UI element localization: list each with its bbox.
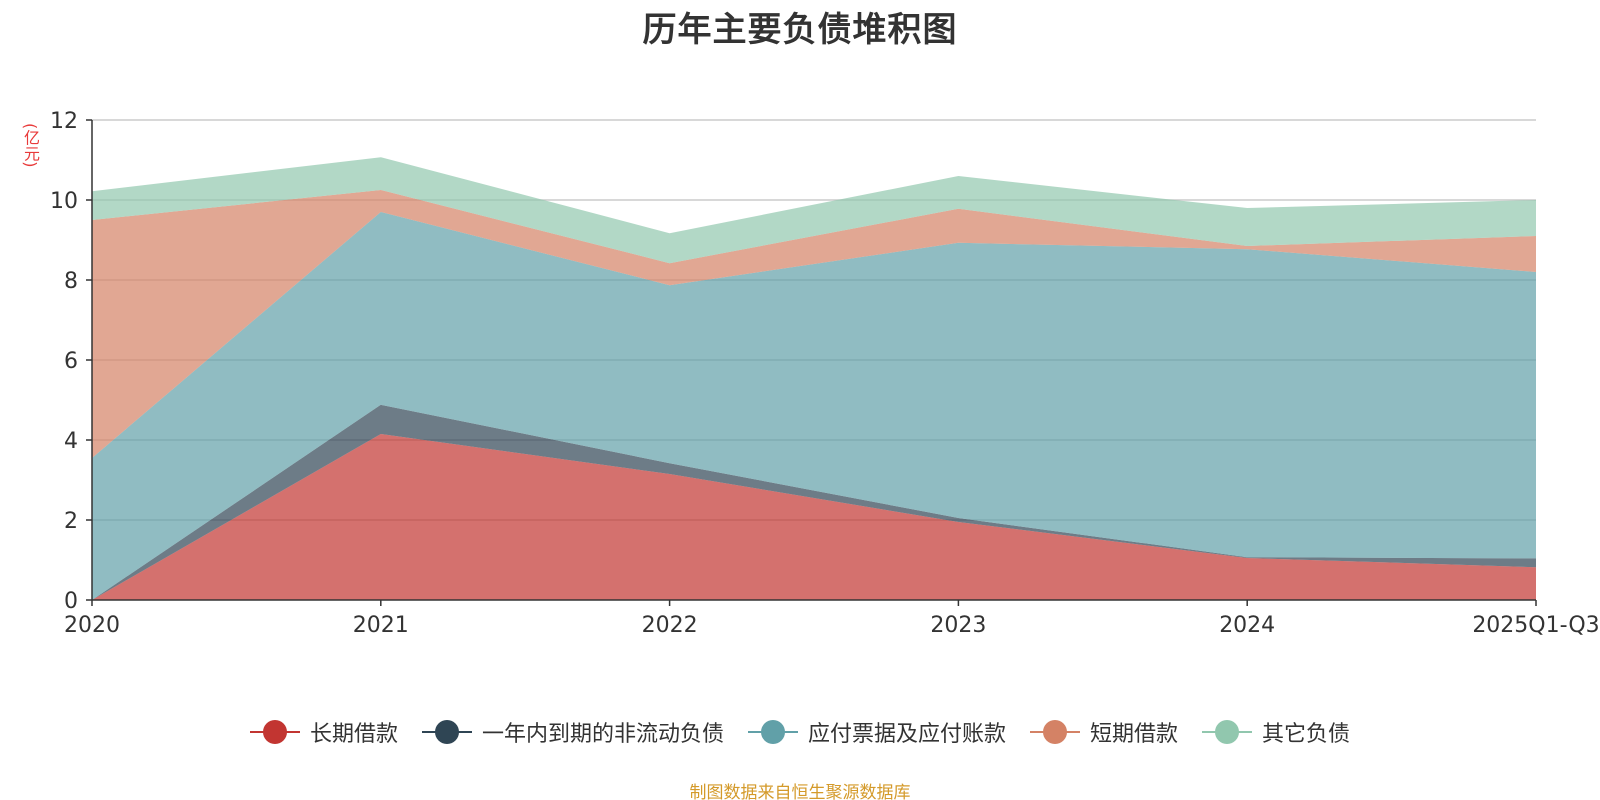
legend: 长期借款 一年内到期的非流动负债 应付票据及应付账款 短期借款 其它负债 bbox=[0, 716, 1600, 748]
y-tick-label-12: 12 bbox=[50, 109, 78, 134]
legend-marker-icon bbox=[1202, 720, 1253, 744]
y-axis-unit-label: (亿元) bbox=[21, 122, 40, 168]
area-series-5 bbox=[92, 157, 1536, 264]
legend-label: 一年内到期的非流动负债 bbox=[481, 722, 724, 747]
y-tick-label-0: 0 bbox=[64, 589, 78, 614]
x-tick-label-2021: 2021 bbox=[353, 613, 409, 638]
axis-layer: 0 2 4 6 8 10 12 2020 2021 2022 2023 2024 2025Q1-Q3 bbox=[50, 109, 1600, 638]
x-tick-label-2025Q1-Q3: 2025Q1-Q3 bbox=[1472, 613, 1599, 638]
x-tick-label-2020: 2020 bbox=[64, 613, 120, 638]
stacked-area-chart: 0 2 4 6 8 10 12 2020 2021 2022 2023 2024 2025Q1-Q3 bbox=[50, 109, 1600, 638]
y-tick-label-2: 2 bbox=[64, 509, 78, 534]
legend-marker-icon bbox=[747, 720, 798, 744]
area-series-3 bbox=[92, 212, 1536, 600]
legend-item-5[interactable]: 其它负债 bbox=[1202, 716, 1350, 748]
legend-marker-icon bbox=[249, 720, 300, 744]
y-tick-label-8: 8 bbox=[64, 269, 78, 294]
legend-label: 应付票据及应付账款 bbox=[807, 722, 1006, 747]
legend-label: 其它负债 bbox=[1262, 722, 1351, 747]
area-series-1 bbox=[92, 434, 1536, 600]
area-series-4 bbox=[92, 190, 1536, 458]
legend-marker-icon bbox=[421, 720, 472, 744]
y-tick-label-4: 4 bbox=[64, 429, 78, 454]
chart-title: 历年主要负债堆积图 bbox=[642, 10, 958, 50]
legend-label: 长期借款 bbox=[309, 722, 398, 747]
legend-item-2[interactable]: 一年内到期的非流动负债 bbox=[421, 716, 724, 748]
area-layer bbox=[92, 157, 1536, 600]
source-note: 制图数据来自恒生聚源数据库 bbox=[689, 783, 911, 800]
x-tick-label-2024: 2024 bbox=[1219, 613, 1275, 638]
x-tick-label-2023: 2023 bbox=[930, 613, 986, 638]
x-tick-label-2022: 2022 bbox=[642, 613, 698, 638]
y-tick-label-6: 6 bbox=[64, 349, 78, 374]
legend-label: 短期借款 bbox=[1090, 722, 1179, 747]
legend-marker-icon bbox=[1030, 720, 1080, 744]
legend-item-4[interactable]: 短期借款 bbox=[1030, 716, 1178, 748]
y-tick-label-10: 10 bbox=[50, 189, 78, 214]
legend-item-3[interactable]: 应付票据及应付账款 bbox=[747, 716, 1006, 748]
legend-item-1[interactable]: 长期借款 bbox=[249, 716, 398, 748]
